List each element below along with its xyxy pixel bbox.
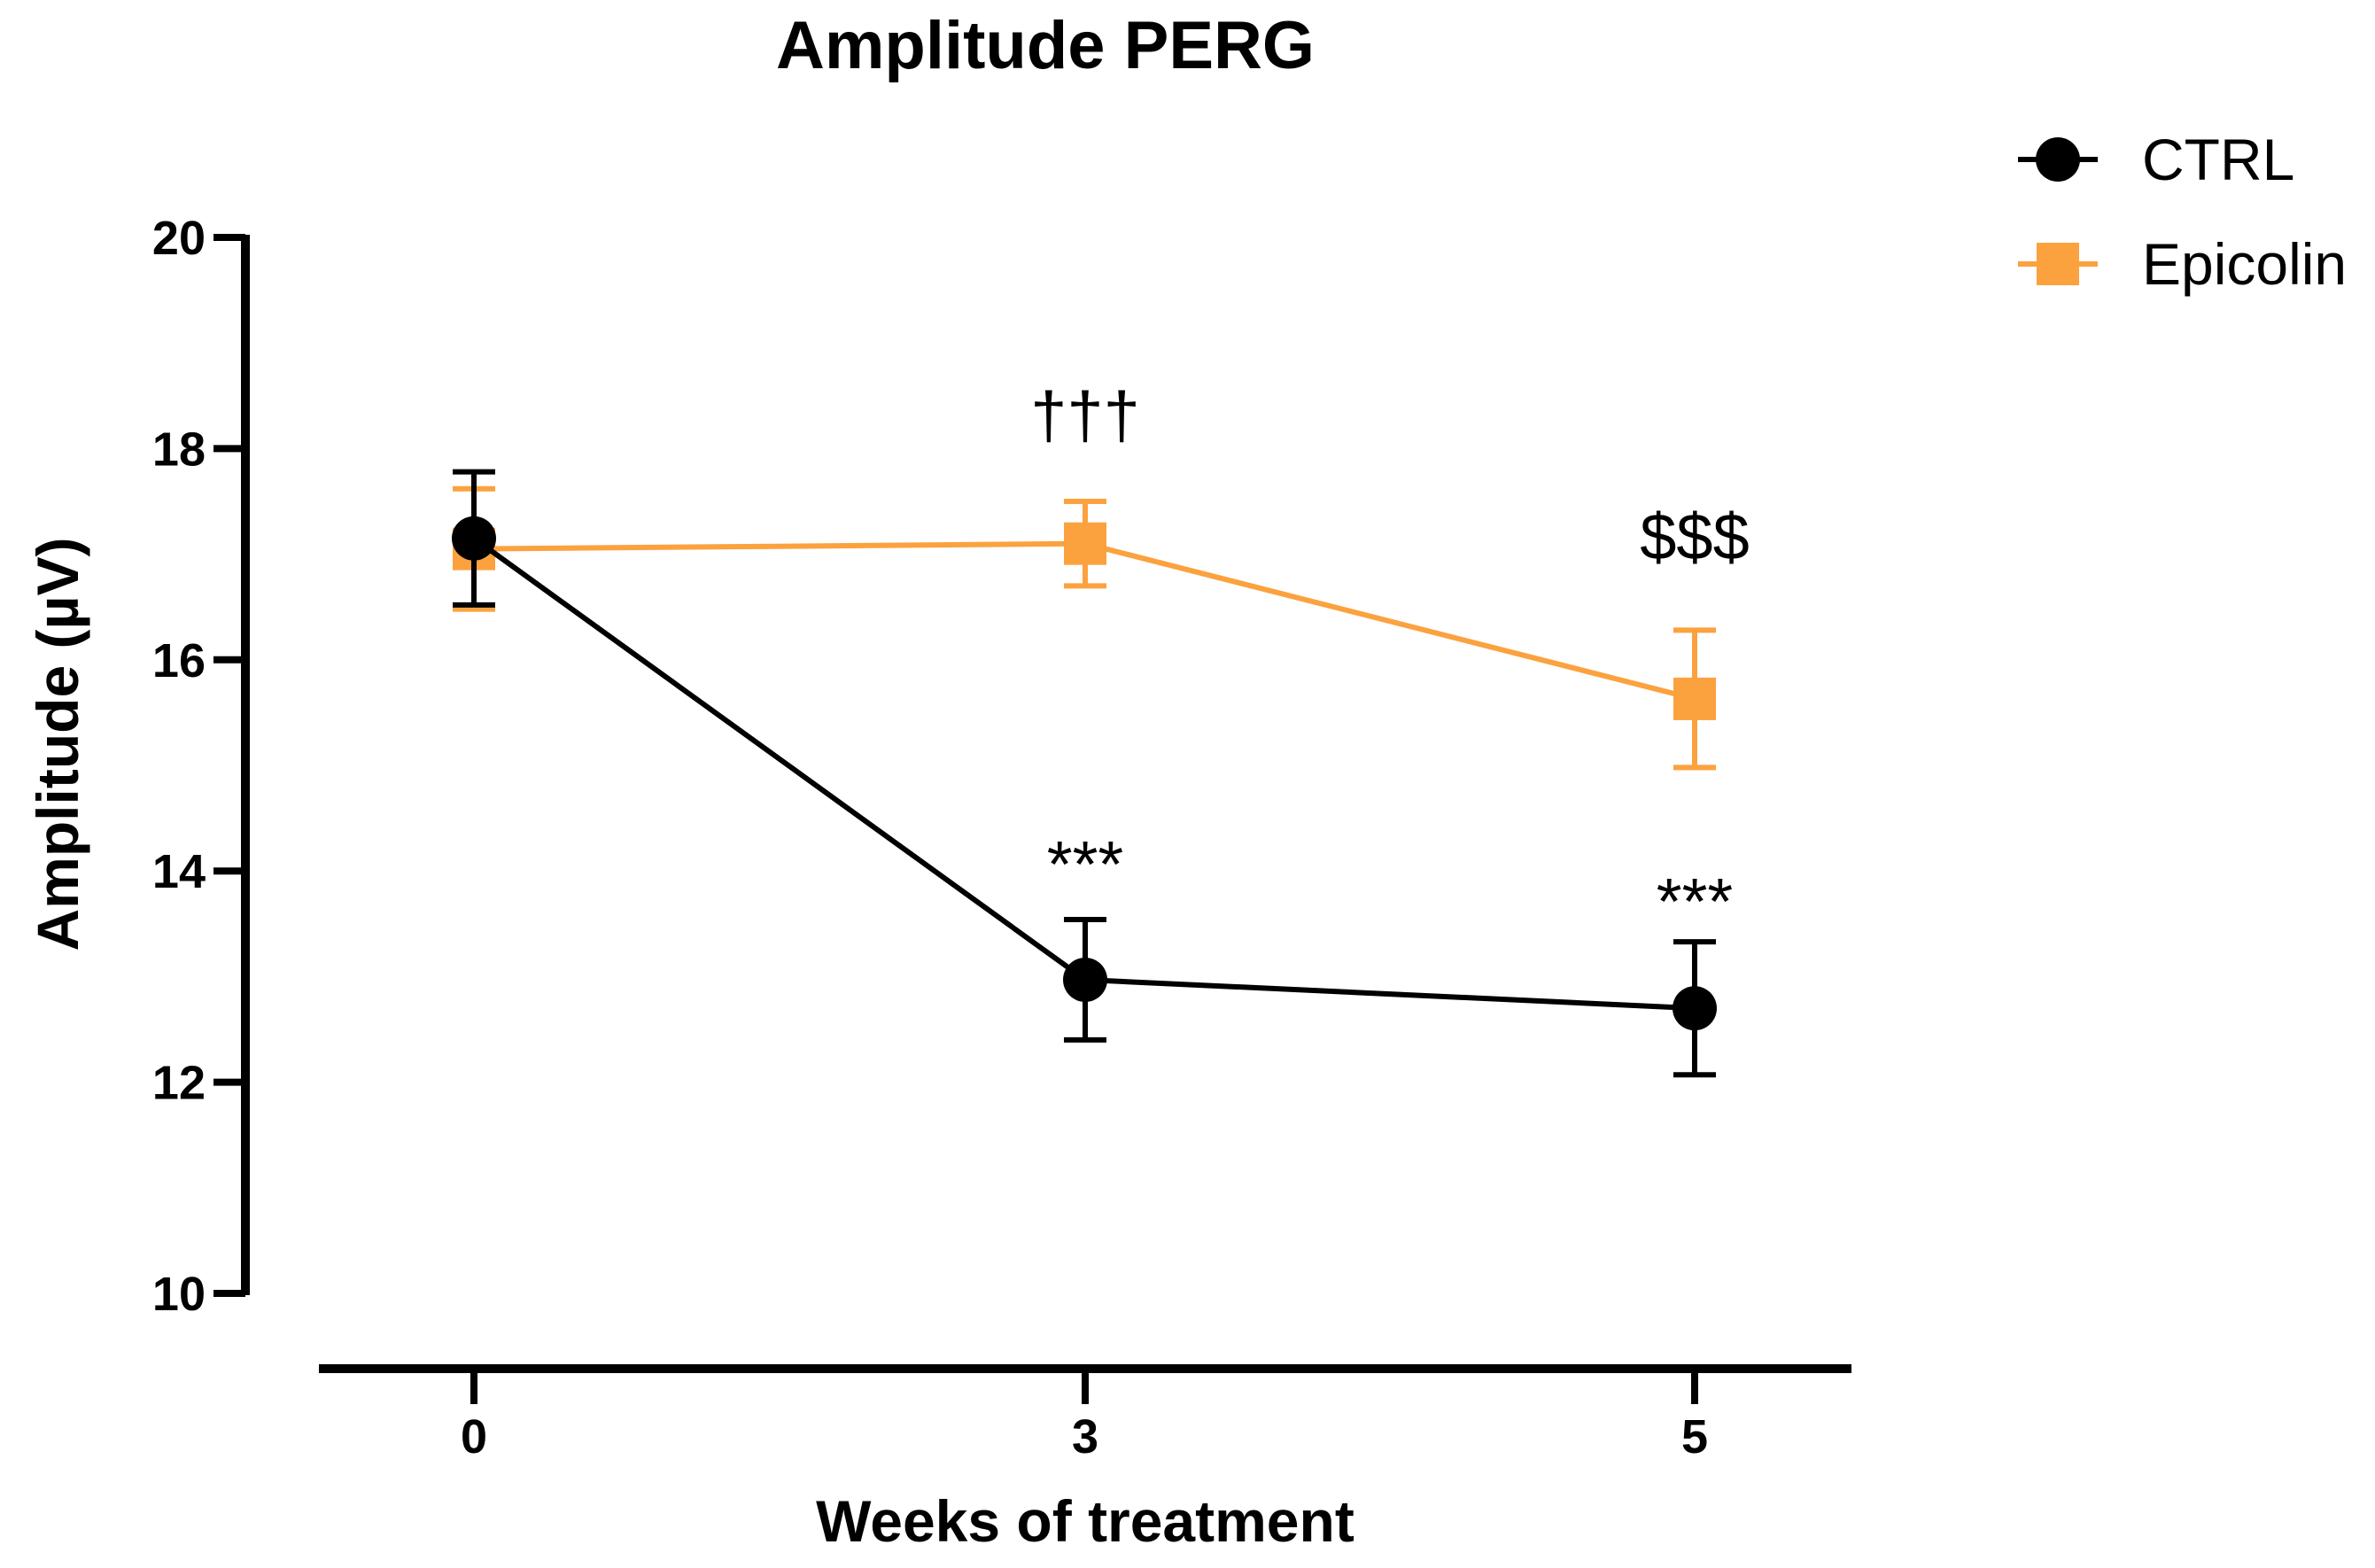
legend-label: CTRL [2142,127,2294,192]
legend-marker [2036,137,2080,182]
data-point [1064,522,1106,565]
y-axis-ticks: 10 12 14 16 18 20 [152,212,245,1321]
legend-item-ctrl: CTRL [2018,127,2294,192]
series-epicolin [453,485,1716,771]
legend: CTRL Epicolin [2018,127,2347,297]
series-ctrl [452,469,1717,1078]
y-tick-label: 14 [152,845,206,898]
significance-annotation: $$$ [1640,501,1749,574]
y-tick-label: 20 [152,212,206,265]
y-tick-label: 16 [152,634,206,687]
chart-title: Amplitude PERG [776,8,1315,83]
significance-annotation: ††† [1030,378,1139,452]
y-tick-label: 12 [152,1057,206,1110]
y-tick-label: 10 [152,1268,206,1321]
x-tick-label: 5 [1681,1410,1708,1463]
x-tick-label: 0 [461,1410,487,1463]
series-layer [452,469,1717,1078]
legend-item-epicolin: Epicolin [2018,231,2347,297]
x-axis-label: Weeks of treatment [816,1488,1354,1554]
y-axis-label: Amplitude (µV) [25,538,90,951]
data-point [452,516,496,561]
x-axis-ticks: 0 3 5 [461,1369,1708,1463]
legend-label: Epicolin [2142,231,2347,297]
significance-annotation: *** [1047,827,1123,901]
y-tick-label: 18 [152,423,206,476]
x-tick-label: 3 [1072,1410,1098,1463]
data-point [1673,986,1717,1031]
annotations: ††† $$$ *** *** [1030,378,1749,937]
significance-annotation: *** [1657,865,1733,938]
data-point [1673,677,1716,720]
data-point [1063,957,1107,1002]
legend-marker [2037,243,2079,285]
